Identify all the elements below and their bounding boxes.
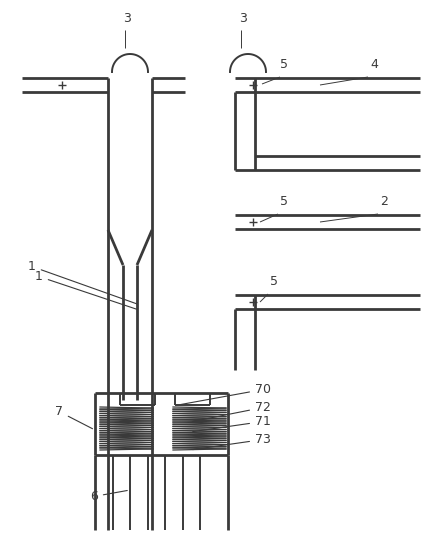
Text: 71: 71	[193, 415, 271, 432]
Text: 73: 73	[193, 433, 271, 450]
Text: 70: 70	[181, 383, 271, 405]
Text: 2: 2	[380, 195, 388, 208]
Text: 5: 5	[280, 195, 288, 208]
Text: 1: 1	[28, 260, 137, 304]
Text: 4: 4	[370, 58, 378, 71]
Text: 1: 1	[35, 270, 136, 309]
Text: 3: 3	[123, 12, 131, 25]
Text: 7: 7	[55, 405, 92, 429]
Text: 72: 72	[193, 401, 271, 421]
Text: 3: 3	[239, 12, 247, 25]
Text: 5: 5	[280, 58, 288, 71]
Text: 6: 6	[90, 490, 127, 503]
Text: 5: 5	[270, 275, 278, 288]
